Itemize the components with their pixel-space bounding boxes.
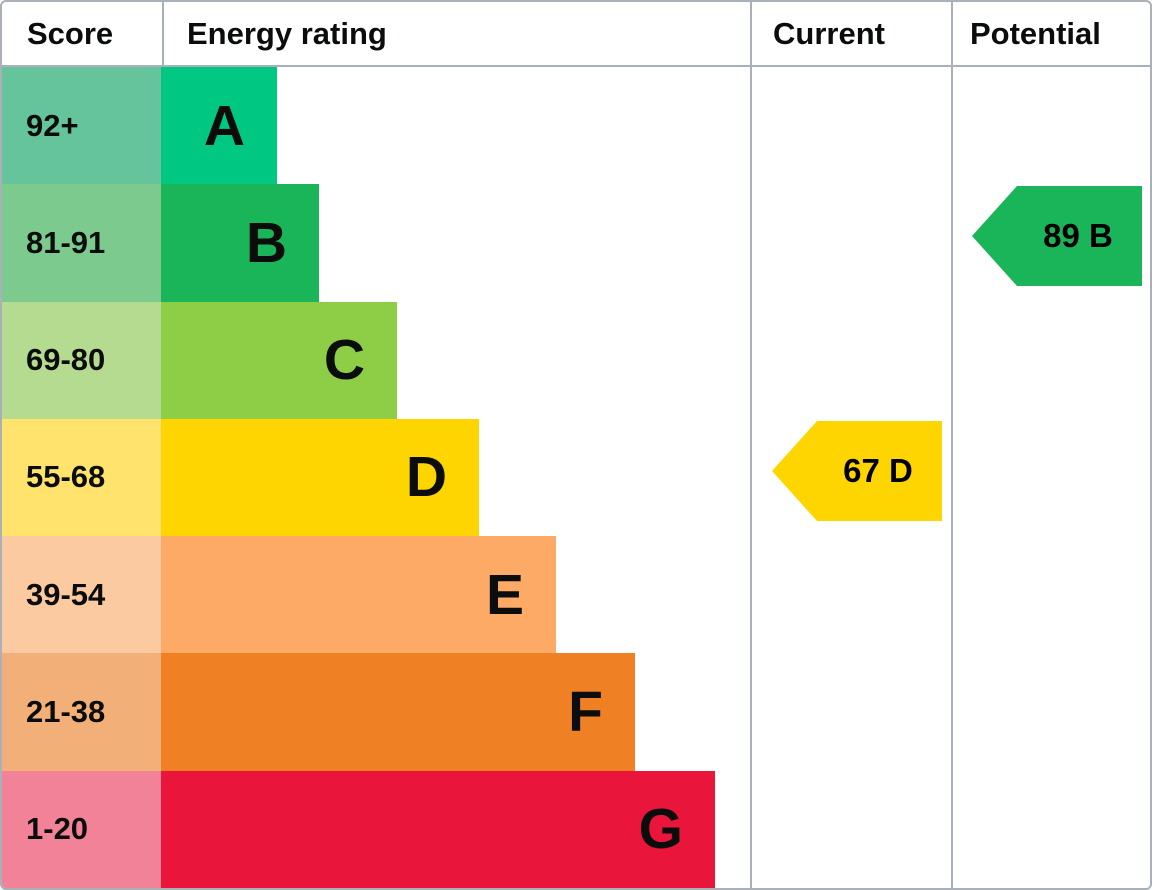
band-score-range: 69-80	[2, 301, 161, 419]
band-letter: E	[485, 562, 524, 627]
band-bar: D	[161, 418, 479, 537]
band-bar: C	[161, 301, 397, 419]
band-bar: B	[161, 184, 319, 302]
band-score-range: 92+	[2, 67, 161, 185]
band-row: 1-20 G	[2, 770, 1150, 888]
band-row: 21-38 F	[2, 653, 1150, 771]
band-bar: F	[161, 653, 635, 771]
band-row: 69-80 C	[2, 301, 1150, 419]
band-bar: E	[161, 536, 556, 654]
divider-potential-column	[951, 2, 953, 888]
band-row: 92+ A	[2, 67, 1150, 185]
band-score-range: 55-68	[2, 418, 161, 537]
band-score-range: 39-54	[2, 536, 161, 654]
header-energy-rating: Energy rating	[187, 16, 387, 51]
band-letter: C	[323, 328, 365, 393]
divider-header-row	[2, 65, 1150, 67]
band-letter: G	[638, 797, 683, 862]
band-letter: A	[203, 93, 245, 158]
band-bar: A	[161, 67, 277, 185]
band-letter: F	[568, 680, 603, 745]
band-letter: D	[405, 445, 447, 510]
header-potential: Potential	[970, 16, 1101, 51]
divider-score-column	[162, 2, 164, 65]
band-score-range: 81-91	[2, 184, 161, 302]
divider-current-column	[750, 2, 752, 888]
header-score: Score	[27, 16, 114, 51]
band-row: 39-54 E	[2, 536, 1150, 654]
band-rows: 92+ A 81-91 B 69-80 C 55-68 D 39-54 E 21-38 F 1-20 G	[2, 67, 1150, 888]
band-score-range: 21-38	[2, 653, 161, 771]
band-score-range: 1-20	[2, 770, 161, 888]
band-bar: G	[161, 770, 715, 888]
header-current: Current	[773, 16, 885, 51]
band-row: 55-68 D	[2, 418, 1150, 537]
band-row: 81-91 B	[2, 184, 1150, 302]
band-letter: B	[245, 210, 287, 275]
